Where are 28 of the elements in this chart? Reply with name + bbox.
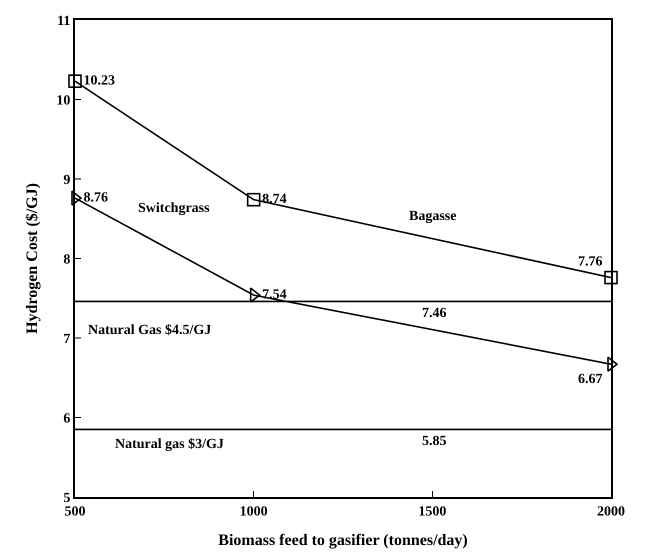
data-label: 10.23 xyxy=(84,74,115,89)
data-label: 8.76 xyxy=(84,190,108,206)
ref-line-label: 5.85 xyxy=(422,434,446,449)
point xyxy=(607,356,618,372)
x-tick-label: 1000 xyxy=(240,504,268,520)
x-axis-title: Biomass feed to gasifier (tonnes/day) xyxy=(218,532,468,549)
point xyxy=(246,192,260,206)
annotation: Natural gas $3/GJ xyxy=(115,437,224,452)
point xyxy=(68,74,82,88)
series-label: Bagasse xyxy=(409,209,456,224)
y-tick-label: 10 xyxy=(56,93,70,108)
data-label: 6.67 xyxy=(578,372,602,388)
y-tick-label: 5 xyxy=(63,490,70,506)
ref-line-label: 7.46 xyxy=(422,306,446,321)
y-tick-label: 11 xyxy=(57,14,70,29)
x-tick-label: 2000 xyxy=(597,504,625,520)
x-tick-label: 500 xyxy=(64,504,86,520)
point xyxy=(604,270,618,284)
series-label: Switchgrass xyxy=(138,201,210,216)
x-tick-label: 1500 xyxy=(418,504,446,520)
data-label: 7.76 xyxy=(578,254,602,270)
annotation: Natural Gas $4.5/GJ xyxy=(88,323,212,338)
data-label: 7.54 xyxy=(262,288,287,303)
y-tick-label: 7 xyxy=(63,332,70,347)
y-axis-title: Hydrogen Cost ($/GJ) xyxy=(24,183,41,334)
y-tick-label: 6 xyxy=(63,411,70,426)
y-tick-label: 9 xyxy=(63,172,70,188)
y-tick-label: 8 xyxy=(63,252,70,268)
